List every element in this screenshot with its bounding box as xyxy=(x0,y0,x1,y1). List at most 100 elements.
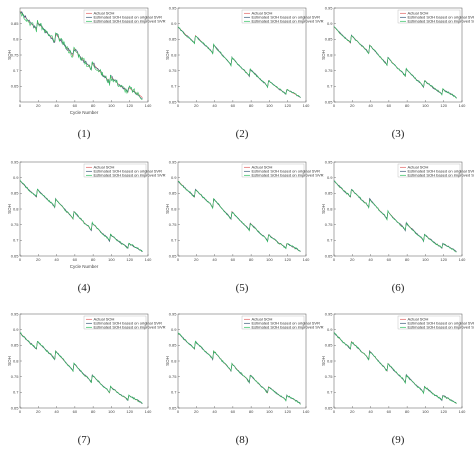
y-tick-label: 0.7 xyxy=(13,390,19,395)
y-tick-label: 0.8 xyxy=(327,206,333,211)
y-tick-label: 0.65 xyxy=(169,405,178,410)
x-axis-label: Cycle Number xyxy=(70,264,99,269)
y-tick-label: 0.85 xyxy=(169,343,178,348)
y-tick-label: 0.65 xyxy=(325,405,334,410)
x-tick-label: 40 xyxy=(368,257,373,262)
x-tick-label: 120 xyxy=(126,257,133,262)
chart-panel-4: 0 20 40 60 80 100 120 140 0.65 0.7 0.75 0.8 0.85 0.9 0… xyxy=(7,158,166,300)
x-axis-label: Cycle Number xyxy=(70,110,99,115)
y-tick-label: 0.9 xyxy=(171,21,177,26)
legend-entry: Estimated SOH based on improved SVR xyxy=(408,173,474,178)
x-tick-label: 120 xyxy=(126,409,133,414)
plot-area xyxy=(19,161,149,257)
y-axis-label: SOH xyxy=(7,356,12,366)
chart-panel-7: 0 20 40 60 80 100 120 140 0.65 0.7 0.75 0.8 0.85 0.9 0… xyxy=(7,310,166,452)
x-tick-label: 60 xyxy=(231,409,236,414)
series-line xyxy=(333,26,457,99)
x-tick-label: 80 xyxy=(405,257,410,262)
y-axis-label: SOH xyxy=(7,50,12,60)
x-tick-label: 60 xyxy=(231,103,236,108)
y-tick-label: 0.7 xyxy=(327,238,333,243)
panel-caption: (1) xyxy=(77,128,91,140)
x-tick-label: 60 xyxy=(73,103,78,108)
x-tick-label: 60 xyxy=(73,409,78,414)
legend-entry: Estimated SOH based on original SVR xyxy=(252,169,321,174)
chart-panel-6: 0 20 40 60 80 100 120 140 0.65 0.7 0.75 0.8 0.85 0.9 0… xyxy=(321,158,474,300)
x-tick-label: 80 xyxy=(249,409,254,414)
chart-svg: 0 20 40 60 80 100 120 140 0.65 0.7 0.75 0.8 0.85 0.9 0… xyxy=(165,159,324,262)
panel-caption: (7) xyxy=(77,434,91,446)
x-tick-label: 20 xyxy=(194,103,199,108)
legend-entry: Estimated SOH based on original SVR xyxy=(408,15,474,20)
y-tick-label: 0.9 xyxy=(13,327,19,332)
x-tick-label: 80 xyxy=(91,409,96,414)
series-line xyxy=(333,180,457,253)
panel-caption: (3) xyxy=(391,128,405,140)
series-line xyxy=(177,26,301,98)
x-tick-label: 100 xyxy=(422,257,429,262)
y-tick-label: 0.7 xyxy=(171,84,177,89)
y-tick-label: 0.75 xyxy=(11,52,20,57)
y-tick-label: 0.85 xyxy=(11,21,20,26)
x-tick-label: 20 xyxy=(36,409,41,414)
y-tick-label: 0.9 xyxy=(327,21,333,26)
x-tick-label: 0 xyxy=(177,257,180,262)
legend-entry: Estimated SOH based on original SVR xyxy=(408,321,474,326)
legend-entry: Actual SOH xyxy=(408,165,429,170)
y-tick-label: 0.7 xyxy=(13,68,19,73)
y-tick-label: 0.95 xyxy=(11,159,20,164)
y-tick-label: 0.8 xyxy=(327,358,333,363)
y-tick-label: 0.65 xyxy=(325,253,334,258)
x-tick-label: 40 xyxy=(368,409,373,414)
y-tick-label: 0.65 xyxy=(11,405,20,410)
legend-entry: Estimated SOH based on original SVR xyxy=(408,169,474,174)
panel-caption: (9) xyxy=(391,434,405,446)
y-tick-label: 0.7 xyxy=(171,390,177,395)
legend-entry: Actual SOH xyxy=(408,11,429,16)
series-line xyxy=(333,332,457,404)
y-tick-label: 0.75 xyxy=(169,374,178,379)
x-tick-label: 20 xyxy=(350,409,355,414)
y-tick-label: 0.75 xyxy=(325,68,334,73)
legend-entry: Estimated SOH based on original SVR xyxy=(252,15,321,20)
x-tick-label: 60 xyxy=(231,257,236,262)
x-tick-label: 100 xyxy=(108,409,115,414)
x-tick-label: 100 xyxy=(422,103,429,108)
chart-svg: 0 20 40 60 80 100 120 140 0.65 0.7 0.75 0.8 0.85 Cycl… xyxy=(7,7,166,115)
y-tick-label: 0.75 xyxy=(169,222,178,227)
legend-box xyxy=(397,315,461,330)
x-tick-label: 140 xyxy=(459,257,466,262)
legend-entry: Actual SOH xyxy=(94,11,115,16)
y-tick-label: 0.7 xyxy=(327,84,333,89)
legend-entry: Estimated SOH based on original SVR xyxy=(94,15,163,20)
x-tick-label: 60 xyxy=(387,103,392,108)
x-tick-label: 80 xyxy=(249,257,254,262)
x-tick-label: 80 xyxy=(91,103,96,108)
plot-area xyxy=(333,161,463,257)
y-tick-label: 0.7 xyxy=(13,238,19,243)
x-tick-label: 140 xyxy=(145,103,152,108)
y-tick-label: 0.85 xyxy=(11,343,20,348)
x-tick-label: 140 xyxy=(459,409,466,414)
y-tick-label: 0.9 xyxy=(171,327,177,332)
legend-entry: Estimated SOH based on improved SVR xyxy=(408,19,474,24)
y-tick-label: 0.8 xyxy=(171,358,177,363)
y-tick-label: 0.8 xyxy=(13,206,19,211)
chart-svg: 0 20 40 60 80 100 120 140 0.65 0.7 0.75 0.8 0.85 0.9 0… xyxy=(321,5,474,108)
panel-caption: (6) xyxy=(391,282,405,294)
legend-box xyxy=(83,315,147,330)
legend-entry: Actual SOH xyxy=(252,165,273,170)
y-axis-label: SOH xyxy=(7,204,12,214)
plot-area xyxy=(177,313,307,409)
x-tick-label: 40 xyxy=(368,103,373,108)
plot-area xyxy=(333,7,463,103)
chart-svg: 0 20 40 60 80 100 120 140 0.65 0.7 0.75 0.8 0.85 0.9 0… xyxy=(165,5,324,108)
x-tick-label: 0 xyxy=(333,409,336,414)
y-axis-label: SOH xyxy=(321,50,326,60)
y-axis-label: SOH xyxy=(165,204,170,214)
